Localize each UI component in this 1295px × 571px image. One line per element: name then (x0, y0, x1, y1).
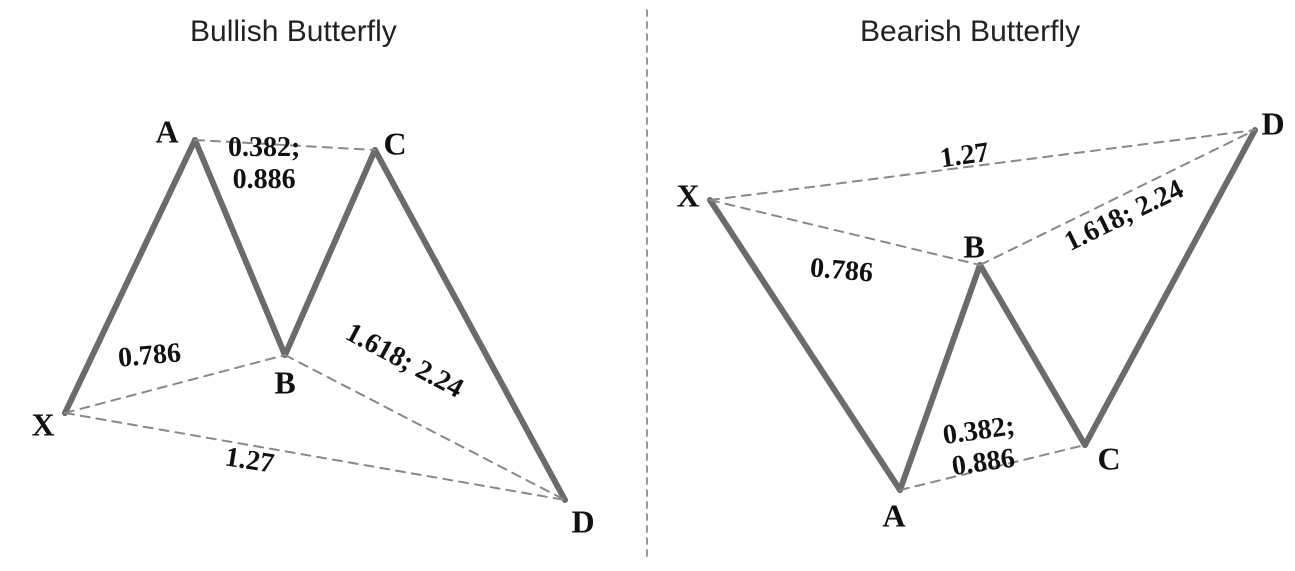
bearish-point-A: A (882, 498, 905, 535)
bullish-point-A: A (155, 114, 178, 151)
bearish-point-D: D (1261, 106, 1284, 143)
bullish-ratio-XB: 0.786 (117, 337, 183, 374)
bearish-ratio-XD: 1.27 (938, 137, 991, 176)
bullish-point-X: X (31, 407, 54, 444)
bearish-point-C: C (1097, 441, 1120, 478)
bearish-ratio-XB: 0.786 (809, 252, 875, 289)
bearish-point-B: B (963, 229, 984, 266)
bullish-dash-XD (65, 413, 565, 500)
svg-layer (0, 0, 1295, 571)
bearish-leg-XA (710, 200, 900, 490)
bullish-leg-CD (375, 150, 565, 500)
bullish-point-B: B (274, 365, 295, 402)
bearish-point-X: X (676, 178, 699, 215)
bearish-title: Bearish Butterfly (860, 15, 1080, 49)
bullish-point-C: C (383, 126, 406, 163)
bearish-ratio-AC: 0.382;0.886 (941, 410, 1022, 483)
bullish-title: Bullish Butterfly (190, 15, 397, 49)
bearish-dash-BD (980, 130, 1255, 265)
bullish-ratio-AC: 0.382;0.886 (228, 132, 300, 196)
diagram-canvas: Bullish Butterfly Bearish Butterfly X A … (0, 0, 1295, 571)
bullish-point-D: D (571, 504, 594, 541)
